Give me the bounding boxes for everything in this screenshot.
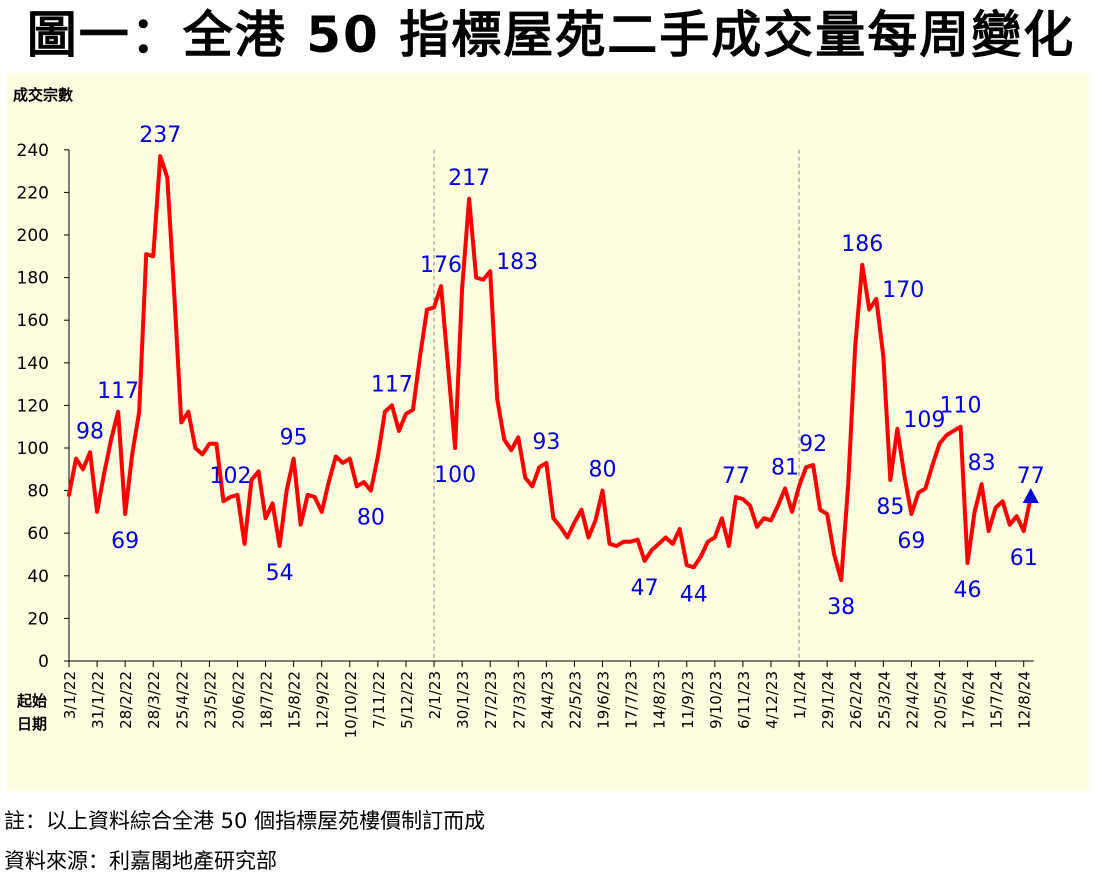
x-tick-label: 22/5/23 <box>566 671 584 729</box>
x-tick-label: 11/9/23 <box>679 671 697 729</box>
data-label: 92 <box>799 432 827 457</box>
data-label: 110 <box>940 394 982 419</box>
chart: 成交宗數 起始 日期 0 20 40 60 80 100 120 140 160 180 200 22… <box>7 73 1089 791</box>
x-tick-label: 7/11/22 <box>370 671 388 729</box>
y-tick-label: 0 <box>38 652 49 672</box>
x-tick-label: 30/1/23 <box>454 671 472 729</box>
y-tick-label: 200 <box>17 226 49 246</box>
data-label: 69 <box>897 529 925 554</box>
x-tick-label: 29/1/24 <box>819 671 837 729</box>
x-tick-label: 17/6/24 <box>960 671 978 729</box>
x-tick-label: 14/8/23 <box>651 671 669 729</box>
data-label: 85 <box>876 495 904 520</box>
x-tick-label: 20/6/22 <box>229 671 247 729</box>
data-label: 77 <box>1017 464 1045 489</box>
x-tick-label: 12/8/24 <box>1016 671 1034 729</box>
x-tick-label: 1/1/24 <box>791 671 809 719</box>
chart-background <box>7 73 1089 791</box>
chart-title: 圖一：全港 50 指標屋苑二手成交量每周變化 <box>26 6 1076 64</box>
x-tick-label: 6/11/23 <box>735 671 753 729</box>
data-label: 80 <box>589 458 617 483</box>
y-tick-label: 20 <box>27 609 49 629</box>
y-tick-label: 140 <box>17 354 49 374</box>
y-tick-label: 60 <box>27 524 49 544</box>
data-label: 98 <box>76 419 104 444</box>
y-tick-label: 40 <box>27 567 49 587</box>
x-tick-label: 25/3/24 <box>875 671 893 729</box>
data-label: 100 <box>434 463 476 488</box>
x-tick-label: 28/3/22 <box>145 671 163 729</box>
x-tick-label: 24/4/23 <box>538 671 556 729</box>
x-axis-label-line-2: 日期 <box>17 715 47 733</box>
x-tick-label: 5/12/22 <box>398 671 416 729</box>
data-label: 47 <box>631 576 659 601</box>
x-tick-label: 3/1/22 <box>61 671 79 719</box>
footnote: 註：以上資料綜合全港 50 個指標屋苑樓價制訂而成 <box>4 809 486 833</box>
data-label: 54 <box>266 561 294 586</box>
data-label: 117 <box>371 372 413 397</box>
x-tick-label: 28/2/22 <box>117 671 135 729</box>
data-label: 46 <box>954 578 982 603</box>
source-note: 資料來源：利嘉閣地產研究部 <box>4 849 277 873</box>
x-tick-label: 10/10/22 <box>342 671 360 738</box>
data-label: 237 <box>139 123 181 148</box>
y-tick-label: 240 <box>17 141 49 161</box>
data-label: 77 <box>722 464 750 489</box>
y-tick-label: 80 <box>27 482 49 502</box>
data-label: 61 <box>1010 546 1038 571</box>
y-tick-label: 220 <box>17 183 49 203</box>
x-tick-label: 18/7/22 <box>258 671 276 729</box>
x-tick-label: 9/10/23 <box>707 671 725 729</box>
x-tick-label: 19/6/23 <box>595 671 613 729</box>
x-tick-label: 4/12/23 <box>763 671 781 729</box>
data-label: 176 <box>420 253 462 278</box>
data-label: 217 <box>448 166 490 191</box>
x-tick-label: 12/9/22 <box>314 671 332 729</box>
data-label: 83 <box>968 451 996 476</box>
series-line <box>67 154 1033 583</box>
x-tick-label: 22/4/24 <box>903 671 921 729</box>
y-tick-label: 180 <box>17 269 49 289</box>
data-label: 109 <box>903 408 945 433</box>
data-label: 186 <box>841 232 883 257</box>
y-tick-label: 120 <box>17 396 49 416</box>
y-axis-label: 成交宗數 <box>13 86 73 104</box>
x-tick-label: 27/3/23 <box>510 671 528 729</box>
data-label: 44 <box>680 582 708 607</box>
x-axis-label-line-1: 起始 <box>16 692 47 710</box>
y-tick-label: 160 <box>17 311 49 331</box>
data-label: 80 <box>357 506 385 531</box>
x-tick-label: 15/8/22 <box>286 671 304 729</box>
data-label: 117 <box>97 379 139 404</box>
x-tick-label: 17/7/23 <box>623 671 641 729</box>
x-tick-label: 23/5/22 <box>201 671 219 729</box>
data-label: 95 <box>280 426 308 451</box>
x-tick-label: 26/2/24 <box>847 671 865 729</box>
last-point-marker <box>1022 487 1039 503</box>
data-label: 38 <box>827 595 855 620</box>
x-tick-label: 27/2/23 <box>482 671 500 729</box>
data-label: 93 <box>532 430 560 455</box>
data-label: 170 <box>882 278 924 303</box>
data-label: 69 <box>111 529 139 554</box>
y-tick-label: 100 <box>17 439 49 459</box>
x-tick-label: 31/1/22 <box>89 671 107 729</box>
data-label: 183 <box>496 250 538 275</box>
data-label: 81 <box>771 455 799 480</box>
data-label: 102 <box>209 464 251 489</box>
x-tick-label: 25/4/22 <box>173 671 191 729</box>
x-tick-label: 20/5/24 <box>931 671 949 729</box>
x-tick-label: 2/1/23 <box>426 671 444 719</box>
x-tick-label: 15/7/24 <box>988 671 1006 729</box>
